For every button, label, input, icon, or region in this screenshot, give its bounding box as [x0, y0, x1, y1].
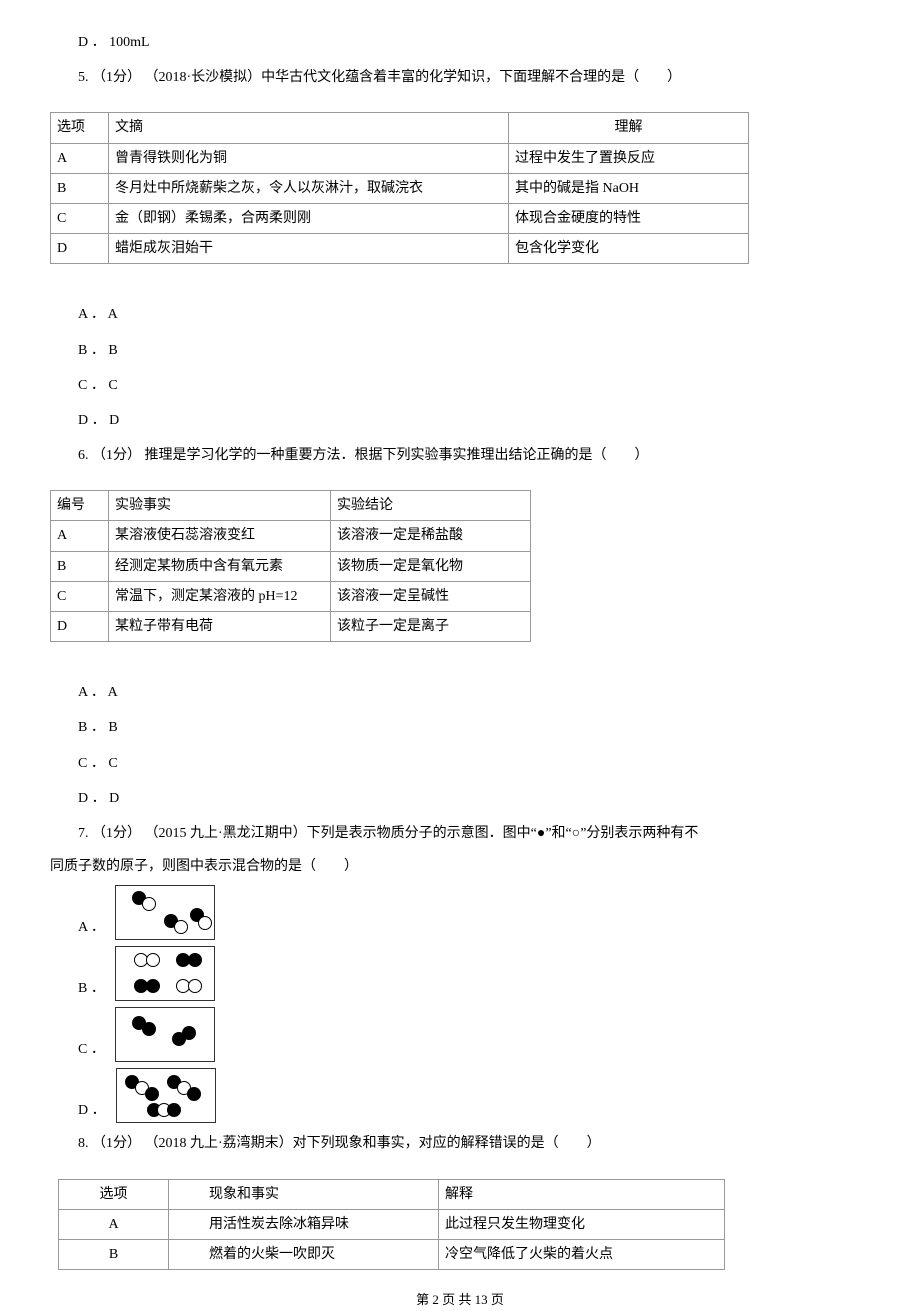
q8-r1-c1: B — [59, 1239, 169, 1269]
q5-r2-c3: 体现合金硬度的特性 — [509, 203, 749, 233]
table-row: A 某溶液使石蕊溶液变红 该溶液一定是稀盐酸 — [51, 521, 531, 551]
q7-option-b-label: B ． — [78, 976, 105, 1001]
q5-r3-c1: D — [51, 234, 109, 264]
q5-header-col3: 理解 — [509, 113, 749, 143]
q6-r1-c3: 该物质一定是氧化物 — [331, 551, 531, 581]
q5-r3-c3: 包含化学变化 — [509, 234, 749, 264]
q6-r3-c3: 该粒子一定是离子 — [331, 612, 531, 642]
q8-r1-c2: 燃着的火柴一吹即灭 — [169, 1239, 439, 1269]
q7-option-c-label: C ． — [78, 1037, 105, 1062]
table-row: B 经测定某物质中含有氧元素 该物质一定是氧化物 — [51, 551, 531, 581]
q7-option-b-row: B ． — [78, 946, 870, 1001]
q8-table: 选项 现象和事实 解释 A 用活性炭去除冰箱异味 此过程只发生物理变化 B 燃着… — [58, 1179, 725, 1271]
q7-option-a-row: A ． — [78, 885, 870, 940]
q8-header-col3: 解释 — [439, 1179, 725, 1209]
table-row: C 金（即钢）柔锡柔，合两柔则刚 体现合金硬度的特性 — [51, 203, 749, 233]
q6-r3-c2: 某粒子带有电荷 — [109, 612, 331, 642]
q8-header-col1: 选项 — [59, 1179, 169, 1209]
q6-option-d: D ． D — [50, 786, 870, 811]
q7-option-c-row: C ． — [78, 1007, 870, 1062]
q5-r0-c1: A — [51, 143, 109, 173]
q6-header-col2: 实验事实 — [109, 491, 331, 521]
q5-stem: 5. （1分） （2018·长沙模拟）中华古代文化蕴含着丰富的化学知识，下面理解… — [50, 65, 870, 90]
q6-header-col1: 编号 — [51, 491, 109, 521]
q5-r2-c1: C — [51, 203, 109, 233]
q5-r1-c1: B — [51, 173, 109, 203]
q8-r1-c3: 冷空气降低了火柴的着火点 — [439, 1239, 725, 1269]
table-row: A 曾青得铁则化为铜 过程中发生了置换反应 — [51, 143, 749, 173]
q6-option-a: A ． A — [50, 680, 870, 705]
table-row: D 蜡炬成灰泪始干 包含化学变化 — [51, 234, 749, 264]
table-header-row: 选项 现象和事实 解释 — [59, 1179, 725, 1209]
q8-r0-c3: 此过程只发生物理变化 — [439, 1209, 725, 1239]
q6-r2-c3: 该溶液一定呈碱性 — [331, 581, 531, 611]
q5-option-d: D ． D — [50, 408, 870, 433]
q6-header-col3: 实验结论 — [331, 491, 531, 521]
q7-stem-line2: 同质子数的原子，则图中表示混合物的是（ ） — [50, 854, 870, 879]
q6-r2-c2: 常温下，测定某溶液的 pH=12 — [109, 581, 331, 611]
q5-r1-c2: 冬月灶中所烧薪柴之灰，令人以灰淋汁，取碱浣衣 — [109, 173, 509, 203]
table-header-row: 编号 实验事实 实验结论 — [51, 491, 531, 521]
q5-r0-c3: 过程中发生了置换反应 — [509, 143, 749, 173]
q5-option-c: C ． C — [50, 373, 870, 398]
table-row: A 用活性炭去除冰箱异味 此过程只发生物理变化 — [59, 1209, 725, 1239]
table-header-row: 选项 文摘 理解 — [51, 113, 749, 143]
q6-r1-c2: 经测定某物质中含有氧元素 — [109, 551, 331, 581]
q8-r0-c2: 用活性炭去除冰箱异味 — [169, 1209, 439, 1239]
q6-r3-c1: D — [51, 612, 109, 642]
q6-r0-c1: A — [51, 521, 109, 551]
table-row: D 某粒子带有电荷 该粒子一定是离子 — [51, 612, 531, 642]
q7-diagram-a — [115, 885, 215, 940]
q5-r3-c2: 蜡炬成灰泪始干 — [109, 234, 509, 264]
q8-stem: 8. （1分） （2018 九上·荔湾期末）对下列现象和事实，对应的解释错误的是… — [50, 1131, 870, 1156]
q5-r2-c2: 金（即钢）柔锡柔，合两柔则刚 — [109, 203, 509, 233]
q8-r0-c1: A — [59, 1209, 169, 1239]
q5-r1-c3: 其中的碱是指 NaOH — [509, 173, 749, 203]
q7-stem-line1: 7. （1分） （2015 九上·黑龙江期中）下列是表示物质分子的示意图．图中“… — [50, 821, 870, 846]
q7-diagram-c — [115, 1007, 215, 1062]
q7-option-d-row: D ． — [78, 1068, 870, 1123]
q7-option-a-label: A ． — [78, 915, 105, 940]
q7-diagram-d — [116, 1068, 216, 1123]
q5-header-col2: 文摘 — [109, 113, 509, 143]
q6-r2-c1: C — [51, 581, 109, 611]
q5-option-a: A ． A — [50, 302, 870, 327]
q7-diagram-b — [115, 946, 215, 1001]
q5-option-b: B ． B — [50, 338, 870, 363]
table-row: B 冬月灶中所烧薪柴之灰，令人以灰淋汁，取碱浣衣 其中的碱是指 NaOH — [51, 173, 749, 203]
q6-table: 编号 实验事实 实验结论 A 某溶液使石蕊溶液变红 该溶液一定是稀盐酸 B 经测… — [50, 490, 531, 642]
q4-option-d: D ． 100mL — [50, 30, 870, 55]
q7-option-d-label: D ． — [78, 1098, 106, 1123]
q6-r0-c2: 某溶液使石蕊溶液变红 — [109, 521, 331, 551]
q6-r0-c3: 该溶液一定是稀盐酸 — [331, 521, 531, 551]
page-footer: 第 2 页 共 13 页 — [0, 1288, 920, 1311]
q8-header-col2: 现象和事实 — [169, 1179, 439, 1209]
q5-header-col1: 选项 — [51, 113, 109, 143]
q5-table: 选项 文摘 理解 A 曾青得铁则化为铜 过程中发生了置换反应 B 冬月灶中所烧薪… — [50, 112, 749, 264]
table-row: C 常温下，测定某溶液的 pH=12 该溶液一定呈碱性 — [51, 581, 531, 611]
q6-option-b: B ． B — [50, 715, 870, 740]
q5-r0-c2: 曾青得铁则化为铜 — [109, 143, 509, 173]
q6-stem: 6. （1分） 推理是学习化学的一种重要方法．根据下列实验事实推理出结论正确的是… — [50, 443, 870, 468]
q6-r1-c1: B — [51, 551, 109, 581]
table-row: B 燃着的火柴一吹即灭 冷空气降低了火柴的着火点 — [59, 1239, 725, 1269]
q6-option-c: C ． C — [50, 751, 870, 776]
